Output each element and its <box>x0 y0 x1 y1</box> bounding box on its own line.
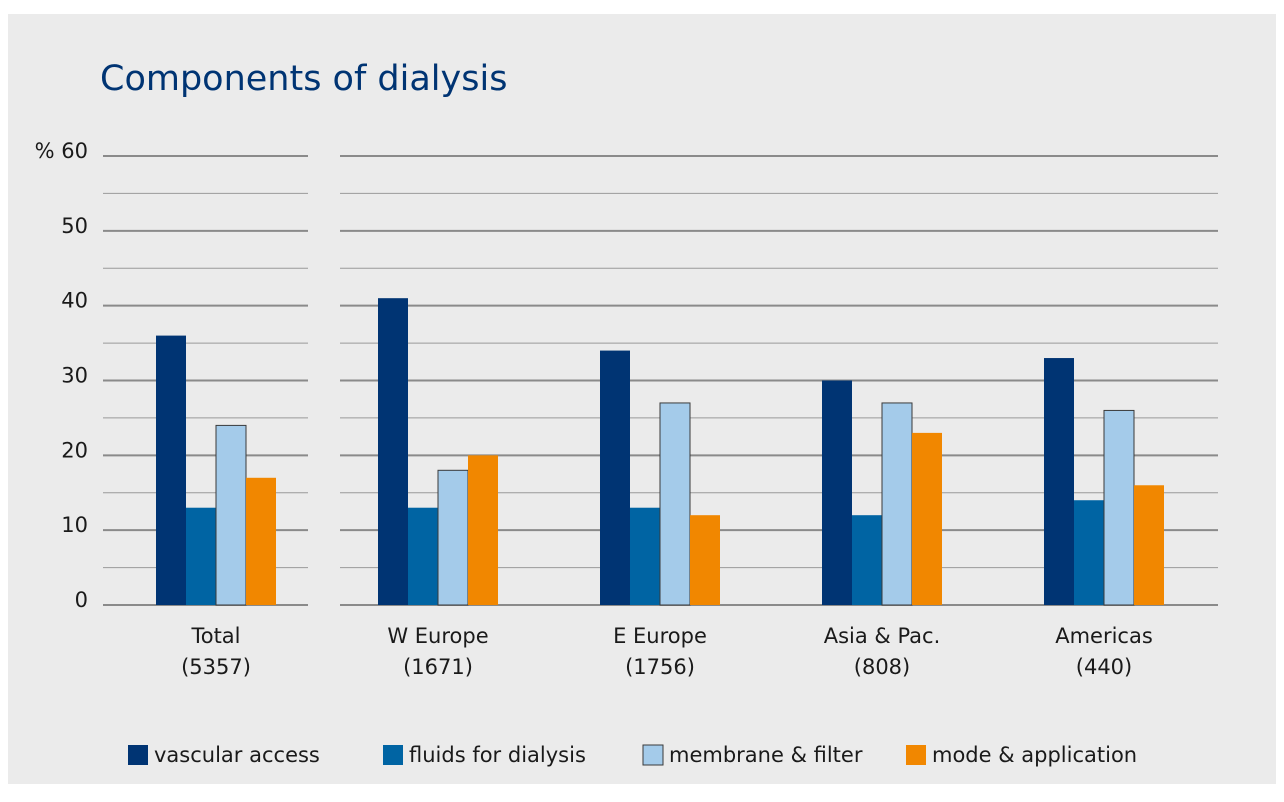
y-tick-label: 30 <box>61 364 88 388</box>
x-tick-label: W Europe <box>387 624 488 648</box>
x-tick-label: Americas <box>1055 624 1153 648</box>
bar <box>881 402 913 606</box>
legend-swatch <box>642 744 664 766</box>
bar <box>1134 485 1164 605</box>
x-tick-sublabel: (5357) <box>181 655 251 679</box>
bar <box>1103 409 1135 606</box>
x-tick-label: E Europe <box>613 624 707 648</box>
bar <box>1074 500 1104 605</box>
x-tick-sublabel: (808) <box>854 655 910 679</box>
legend-label: fluids for dialysis <box>409 743 586 767</box>
legend-swatch <box>383 745 403 765</box>
x-tick-label: Total <box>190 624 240 648</box>
bar <box>1044 358 1074 605</box>
y-tick-label: 20 <box>61 438 88 462</box>
x-tick-sublabel: (1756) <box>625 655 695 679</box>
chart-title: Components of dialysis <box>100 59 507 99</box>
x-tick-sublabel: (1671) <box>403 655 473 679</box>
bar <box>437 469 469 606</box>
bar <box>690 515 720 605</box>
bar <box>600 350 630 605</box>
bar <box>186 507 216 605</box>
y-tick-label: 50 <box>61 214 88 238</box>
legend-label: mode & application <box>932 743 1137 767</box>
bar <box>630 507 660 605</box>
bar <box>468 455 498 605</box>
y-tick-label: 10 <box>61 513 88 537</box>
y-tick-label: % 60 <box>35 139 88 163</box>
bar <box>852 515 882 605</box>
y-tick-label: 0 <box>75 588 88 612</box>
x-tick-sublabel: (440) <box>1076 655 1132 679</box>
bar <box>378 298 408 605</box>
x-tick-label: Asia & Pac. <box>824 624 941 648</box>
bar <box>215 424 247 606</box>
bar <box>246 477 276 605</box>
legend-label: vascular access <box>154 743 320 767</box>
legend-swatch <box>906 745 926 765</box>
legend-label: membrane & filter <box>669 743 863 767</box>
bar <box>659 402 691 606</box>
bar <box>822 380 852 605</box>
bar <box>408 507 438 605</box>
bar <box>156 335 186 605</box>
y-tick-label: 40 <box>61 289 88 313</box>
legend-swatch <box>128 745 148 765</box>
bar <box>912 432 942 605</box>
